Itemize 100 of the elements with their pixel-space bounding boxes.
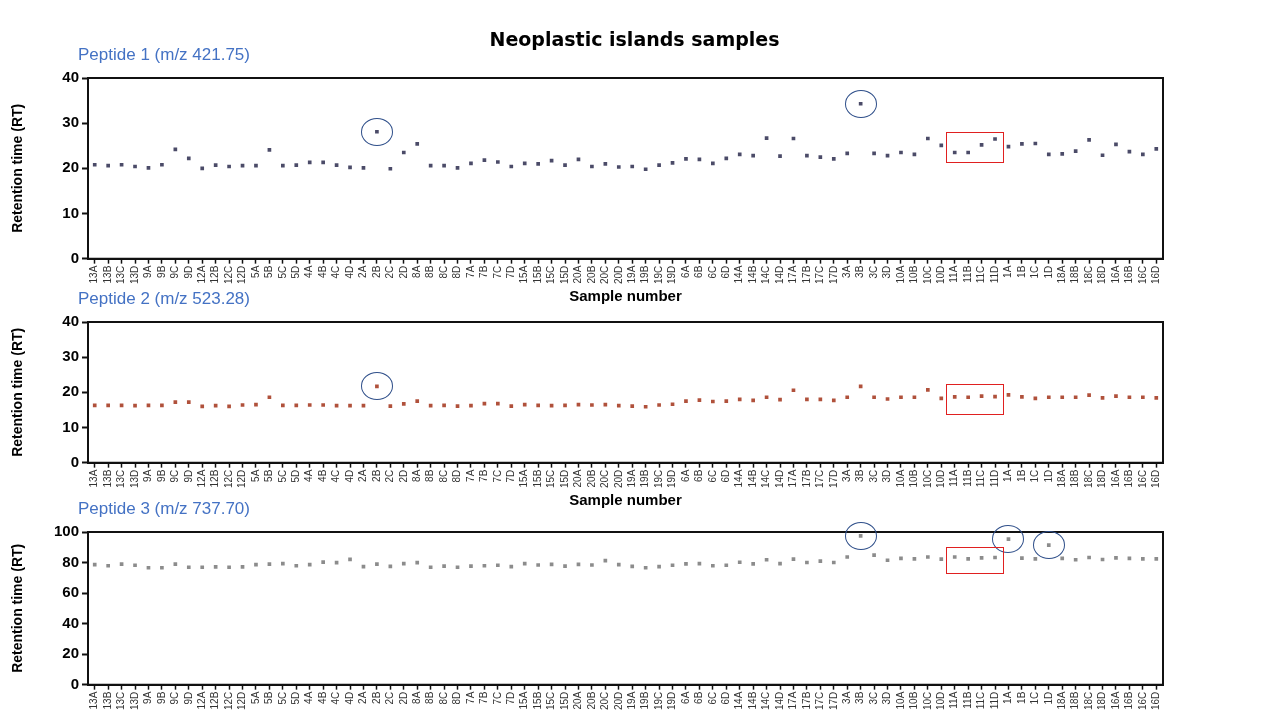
- x-tick-label: 9D: [182, 691, 194, 705]
- x-tick-label: 15A: [518, 691, 530, 710]
- x-tick-label: 11B: [961, 469, 973, 487]
- x-tick-label: 12A: [195, 469, 207, 488]
- x-tick-label: 13B: [101, 691, 113, 710]
- x-tick-label: 9A: [142, 469, 154, 482]
- x-tick-label: 10C: [921, 469, 933, 489]
- x-tick-label: 4C: [330, 691, 342, 705]
- x-tick-label: 4A: [303, 469, 315, 482]
- x-tick-label: 11C: [975, 469, 987, 488]
- x-tick-label: 2B: [370, 691, 382, 704]
- x-tick-label: 2D: [397, 265, 409, 279]
- x-tick-label: 16A: [1109, 691, 1121, 710]
- chart-title: Peptide 2 (m/z 523.28): [78, 289, 250, 309]
- x-tick-label: 8A: [410, 265, 422, 278]
- x-tick-label: 14D: [773, 469, 785, 489]
- x-tick-label: 16C: [1136, 265, 1148, 285]
- x-tick-label: 12C: [222, 469, 234, 489]
- y-axis-title: Retention time (RT): [9, 103, 26, 233]
- x-tick-label: 4B: [316, 469, 328, 482]
- x-tick-label: 3D: [881, 691, 893, 705]
- x-tick-label: 18C: [1082, 469, 1094, 489]
- x-tick-label: 1D: [1042, 691, 1054, 705]
- x-tick-label: 3A: [840, 265, 852, 278]
- x-tick-label: 8D: [451, 691, 463, 705]
- x-tick-label: 4C: [330, 469, 342, 483]
- x-tick-label: 3A: [840, 469, 852, 482]
- x-tick-label: 1C: [1029, 691, 1041, 705]
- x-tick-label: 3B: [854, 265, 866, 278]
- x-tick-label: 10A: [894, 265, 906, 284]
- x-tick-label: 6B: [693, 691, 705, 704]
- x-tick-label: 16B: [1123, 691, 1135, 710]
- x-tick-label: 7C: [491, 265, 503, 279]
- x-tick-label: 15C: [545, 469, 557, 489]
- x-tick-label: 7B: [478, 691, 490, 704]
- x-tick-label: 8D: [451, 469, 463, 483]
- x-tick-label: 19C: [652, 265, 664, 285]
- x-tick-label: 19C: [652, 691, 664, 711]
- x-tick-label: 2A: [357, 691, 369, 704]
- chart-title: Peptide 3 (m/z 737.70): [78, 499, 250, 519]
- x-tick-label: 9C: [169, 691, 181, 705]
- x-tick-label: 13B: [101, 469, 113, 488]
- y-tick-label: 10: [62, 417, 79, 435]
- x-tick-label: 17C: [814, 265, 826, 285]
- y-axis-title: Retention time (RT): [9, 543, 26, 673]
- x-tick-label: 5C: [276, 691, 288, 705]
- x-tick-label: 14C: [760, 691, 772, 711]
- x-tick-label: 7A: [464, 469, 476, 482]
- x-tick-label: 19C: [652, 469, 664, 489]
- x-tick-label: 18B: [1069, 265, 1081, 284]
- x-tick-label: 5D: [290, 691, 302, 705]
- x-tick-label: 7B: [478, 469, 490, 482]
- x-tick-label: 18B: [1069, 691, 1081, 710]
- y-tick-label: 20: [62, 158, 79, 176]
- x-tick-label: 11B: [961, 265, 973, 283]
- x-tick-label: 2B: [370, 265, 382, 278]
- x-tick-label: 8A: [410, 691, 422, 704]
- x-tick-label: 12B: [209, 265, 221, 284]
- x-tick-label: 20A: [572, 691, 584, 710]
- x-tick-label: 1B: [1015, 469, 1027, 482]
- x-tick-label: 11A: [948, 469, 960, 487]
- x-tick-label: 20D: [612, 265, 624, 285]
- x-tick-label: 9D: [182, 265, 194, 279]
- x-tick-label: 5A: [249, 691, 261, 704]
- x-tick-label: 19D: [666, 691, 678, 711]
- x-tick-label: 14C: [760, 265, 772, 285]
- x-tick-label: 19B: [639, 691, 651, 710]
- x-tick-label: 13D: [128, 469, 140, 489]
- x-tick-label: 17B: [800, 469, 812, 488]
- x-tick-label: 2D: [397, 691, 409, 705]
- x-tick-label: 19A: [625, 691, 637, 710]
- x-tick-label: 13D: [128, 691, 140, 711]
- y-tick-label: 20: [62, 644, 79, 662]
- x-tick-label: 12D: [236, 469, 248, 489]
- x-tick-label: 11D: [988, 469, 1000, 488]
- x-tick-label: 18A: [1055, 691, 1067, 710]
- x-tick-label: 11A: [948, 691, 960, 709]
- x-tick-label: 4D: [343, 691, 355, 705]
- x-tick-label: 9A: [142, 691, 154, 704]
- x-tick-label: 15D: [558, 265, 570, 285]
- x-tick-label: 14A: [733, 265, 745, 284]
- x-tick-label: 8B: [424, 691, 436, 704]
- x-tick-label: 4A: [303, 265, 315, 278]
- x-tick-label: 16C: [1136, 691, 1148, 711]
- x-axis-title: Sample number: [569, 287, 682, 305]
- x-tick-label: 9C: [169, 469, 181, 483]
- x-tick-label: 15B: [531, 469, 543, 488]
- x-tick-label: 4B: [316, 265, 328, 278]
- y-tick-label: 40: [62, 613, 79, 631]
- x-tick-label: 15B: [531, 691, 543, 710]
- x-tick-label: 18D: [1096, 265, 1108, 285]
- x-tick-label: 9A: [142, 265, 154, 278]
- x-tick-label: 8A: [410, 469, 422, 482]
- x-tick-label: 2C: [384, 469, 396, 483]
- y-tick-label: 100: [53, 522, 79, 540]
- x-tick-label: 20A: [572, 265, 584, 284]
- y-tick-label: 0: [70, 452, 79, 470]
- x-tick-label: 20C: [599, 265, 611, 285]
- y-tick-label: 0: [70, 674, 79, 692]
- x-tick-label: 4C: [330, 265, 342, 279]
